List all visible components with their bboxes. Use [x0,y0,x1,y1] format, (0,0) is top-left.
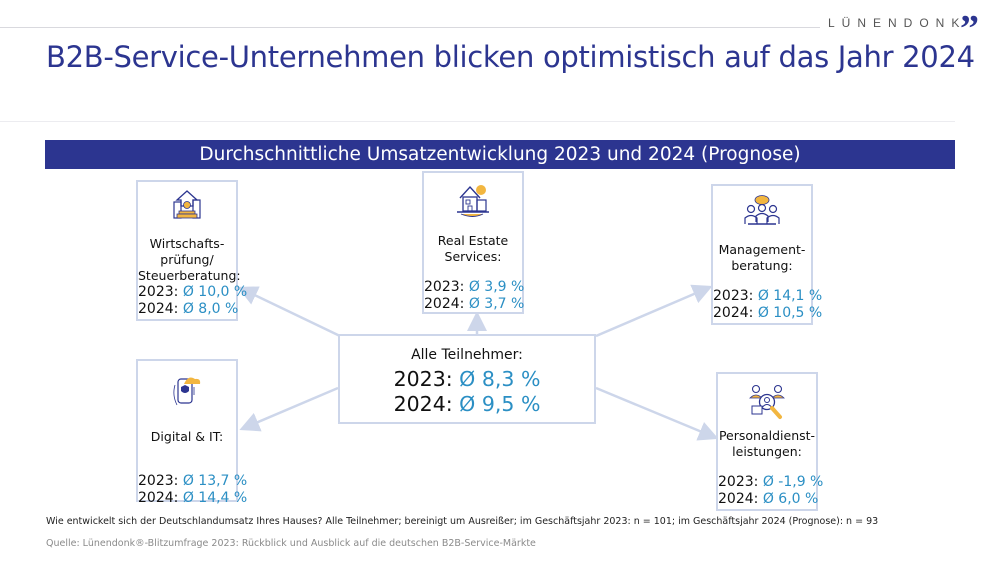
title-divider [0,121,955,122]
value-2024: 2024: Ø 6,0 % [718,491,819,507]
value-2023: 2023: Ø 10,0 % [138,284,248,300]
phone-cloud-security-icon [173,377,201,406]
arrow-to-digital-it [239,386,339,432]
source-note: Quelle: Lünendonk®-Blitzumfrage 2023: Rü… [46,538,536,549]
value-2023: 2023: Ø 13,7 % [138,473,248,489]
arrow-to-wirtschaftspruefung [237,286,341,338]
house-in-hand-icon [457,185,489,217]
value-2023: 2023: Ø 8,3 % [393,367,541,391]
team-meeting-icon [744,195,780,225]
page-title: B2B-Service-Unternehmen blicken optimist… [46,40,975,74]
value-2023: 2023: Ø -1,9 % [718,474,824,490]
survey-question-note: Wie entwickelt sich der Deutschlandumsat… [46,516,879,527]
box-label: Alle Teilnehmer: [411,347,523,363]
segment-box-wirtschaftspruefung: Wirtschafts- prüfung/ Steuerberatung: 20… [136,180,248,321]
arrow-to-managementberatung [595,284,713,338]
all-participants-box: Alle Teilnehmer: 2023: Ø 8,3 % 2024: Ø 9… [338,334,596,424]
value-2024: 2024: Ø 14,4 % [138,490,248,506]
value-2024: 2024: Ø 3,7 % [424,296,525,312]
value-2024: 2024: Ø 10,5 % [713,305,823,321]
brand-quote-mark-icon: ” [960,8,979,50]
section-banner: Durchschnittliche Umsatzentwicklung 2023… [45,140,955,169]
arrow-to-personaldienstleistungen [595,386,719,441]
segment-box-personaldienstleistungen: Personaldienst- leistungen: 2023: Ø -1,9… [716,372,824,511]
value-2023: 2023: Ø 3,9 % [424,279,525,295]
value-2024: 2024: Ø 8,0 % [138,301,239,317]
value-2024: 2024: Ø 9,5 % [393,392,541,416]
recruiting-search-icon [749,384,785,419]
value-2023: 2023: Ø 14,1 % [713,288,823,304]
top-divider [0,27,820,28]
segment-box-real-estate: Real Estate Services: 2023: Ø 3,9 % 2024… [422,171,524,314]
segment-box-digital-it: Digital & IT: 2023: Ø 13,7 % 2024: Ø 14,… [136,359,248,506]
brand-logo-text: LÜNENDONK [828,16,967,30]
segment-box-managementberatung: Management- beratung: 2023: Ø 14,1 % 202… [711,184,823,325]
building-money-icon [173,190,201,219]
